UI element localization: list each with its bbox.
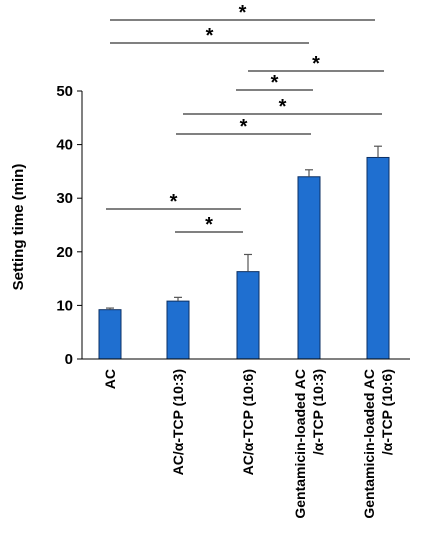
y-tick-label: 50 [56, 83, 73, 100]
error-bar [305, 169, 313, 177]
error-bar [374, 145, 382, 158]
significance-star: * [205, 214, 213, 236]
significance-bracket: * [248, 53, 384, 75]
category-label: AC [102, 369, 118, 389]
bar [297, 176, 321, 360]
error-bar [174, 296, 182, 302]
significance-bracket: * [106, 191, 241, 213]
significance-bracket: * [110, 25, 309, 47]
category-label: /α-TCP (10:3) [310, 369, 326, 455]
bar [236, 271, 260, 360]
significance-bracket: * [236, 72, 313, 94]
significance-star: * [170, 191, 178, 213]
y-tick-label: 20 [56, 244, 73, 261]
error-bar [244, 253, 252, 272]
y-tick-label: 30 [56, 190, 73, 207]
y-tick-label: 0 [65, 351, 73, 368]
significance-star: * [271, 72, 279, 94]
bars [98, 145, 390, 360]
significance-bracket: * [110, 2, 375, 24]
significance-star: * [240, 116, 248, 138]
bar [98, 309, 122, 360]
error-bar [106, 307, 114, 310]
category-label: Gentamicin-loaded AC [361, 369, 377, 519]
significance-brackets: ******** [106, 2, 384, 236]
y-axis-title: Setting time (min) [10, 164, 27, 291]
category-label: Gentamicin-loaded AC [292, 369, 308, 519]
y-tick-label: 40 [56, 137, 73, 154]
significance-star: * [206, 25, 214, 47]
significance-bracket: * [176, 116, 311, 138]
bar [166, 300, 190, 360]
significance-bracket: * [175, 214, 243, 236]
significance-star: * [279, 96, 287, 118]
significance-bracket: * [183, 96, 382, 118]
category-label: AC/α-TCP (10:3) [170, 369, 186, 475]
axes [81, 91, 410, 360]
category-label: AC/α-TCP (10:6) [240, 369, 256, 475]
significance-star: * [312, 53, 320, 75]
bar [366, 156, 390, 360]
category-labels: AC AC/α-TCP (10:3) AC/α-TCP (10:6) Gentamic… [102, 369, 395, 519]
category-label: /α-TCP (10:6) [379, 369, 395, 455]
y-tick-labels: 0 10 20 30 40 50 [56, 83, 82, 368]
significance-star: * [239, 2, 247, 24]
y-tick-label: 10 [56, 297, 73, 314]
